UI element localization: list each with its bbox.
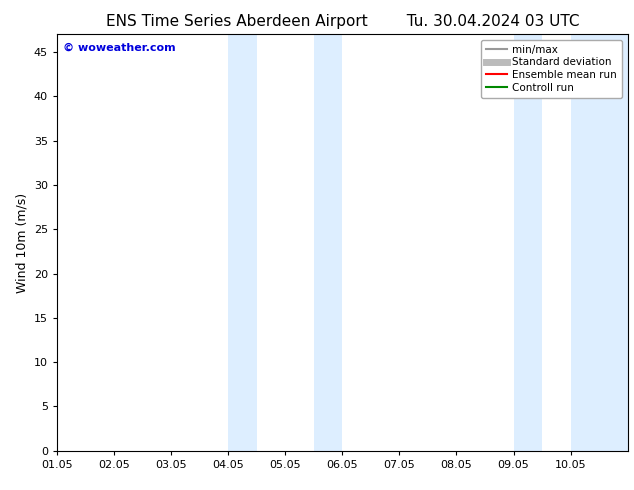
- Bar: [571, 34, 628, 451]
- Bar: [228, 34, 257, 451]
- Bar: [514, 34, 542, 451]
- Legend: min/max, Standard deviation, Ensemble mean run, Controll run: min/max, Standard deviation, Ensemble me…: [481, 40, 623, 98]
- Y-axis label: Wind 10m (m/s): Wind 10m (m/s): [15, 193, 29, 293]
- Title: ENS Time Series Aberdeen Airport        Tu. 30.04.2024 03 UTC: ENS Time Series Aberdeen Airport Tu. 30.…: [106, 14, 579, 29]
- Text: © woweather.com: © woweather.com: [63, 43, 176, 52]
- Bar: [314, 34, 342, 451]
